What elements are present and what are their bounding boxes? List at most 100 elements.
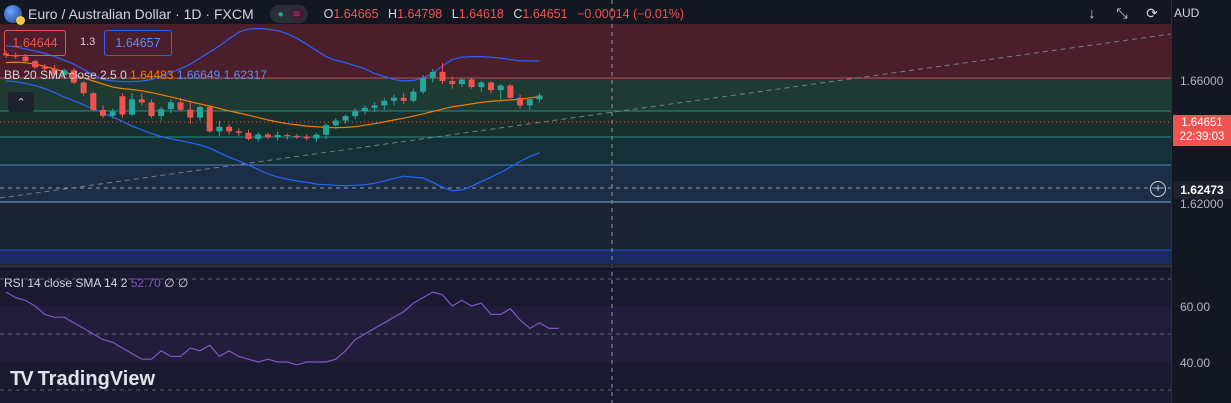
grid-lines [0, 0, 1171, 403]
low-label: L [451, 7, 459, 21]
candle-body [536, 95, 543, 100]
rsi-tick-label: 60.00 [1180, 300, 1211, 314]
add-alert-icon[interactable]: + [1150, 181, 1166, 197]
fib-zone [0, 111, 1171, 137]
price-tick-label: 1.62000 [1180, 197, 1224, 211]
candle-body [429, 71, 436, 78]
market-status[interactable]: ● ≋ [269, 5, 308, 23]
candle-body [177, 102, 184, 110]
candle-body [245, 132, 252, 139]
bb-lower-value: 1.62317 [223, 68, 267, 82]
candle-body [206, 106, 213, 132]
refresh-icon: ⟳ [1146, 4, 1158, 21]
candle-body [371, 105, 378, 108]
trend-line [0, 33, 1171, 199]
price-scale[interactable] [1171, 0, 1231, 403]
chart-canvas[interactable] [0, 0, 1171, 403]
change-value: −0.00014 (−0.01%) [577, 7, 685, 21]
rsi-legend[interactable]: RSI 14 close SMA 14 2 52.70 ∅ ∅ [4, 276, 188, 290]
fib-zone [0, 202, 1171, 250]
current-price: 1.64651 [1181, 117, 1223, 129]
candle-body [458, 79, 465, 85]
chevron-up-icon: ⌃ [16, 96, 26, 109]
bb-basis-value: 1.64483 [130, 68, 174, 82]
price-zones [0, 24, 1171, 403]
rsi-legend-name: RSI 14 close SMA 14 2 [4, 276, 128, 290]
close-value: 1.64651 [522, 7, 568, 21]
arrow-down-icon: ↓ [1088, 5, 1096, 21]
candle-body [264, 134, 271, 138]
symbol-flag-icon[interactable] [4, 5, 25, 25]
candle-body [274, 134, 281, 138]
candle-body [235, 131, 242, 133]
open-value: 1.64665 [333, 7, 379, 21]
ohlc-readout: O1.64665 H1.64798 L1.64618 C1.64651 −0.0… [324, 7, 690, 21]
tradingview-logo[interactable]: TV TradingView [10, 368, 155, 391]
candle-body [119, 96, 126, 115]
symbol-title[interactable]: Euro / Australian Dollar · 1D · FXCM [28, 6, 254, 22]
collapse-button[interactable]: ⤡ [1110, 2, 1134, 24]
rsi-pane [5, 291, 559, 366]
sell-price-button[interactable]: 1.64644 [4, 30, 66, 56]
refresh-button[interactable]: ⟳ [1140, 2, 1164, 24]
candle-body [216, 126, 223, 132]
fib-zone [0, 24, 1171, 78]
candle-body [303, 136, 310, 139]
candle-body [187, 109, 194, 118]
candle-body [526, 99, 533, 106]
candle-body [100, 109, 106, 116]
candle-body [22, 56, 29, 62]
fib-zone [0, 137, 1171, 165]
candle-body [51, 68, 58, 75]
crosshair-price-tag: 1.62473 [1173, 181, 1231, 199]
candle-body [478, 82, 485, 88]
candle-body [400, 97, 407, 101]
currency-label[interactable]: AUD [1174, 6, 1200, 20]
candle-body [80, 82, 87, 94]
candle-body [70, 70, 77, 83]
candle-body [197, 106, 203, 118]
candle-body [342, 116, 349, 121]
candle-body [497, 85, 504, 91]
high-label: H [388, 7, 398, 21]
collapse-legend-button[interactable]: ⌃ [8, 92, 34, 112]
candle-body [449, 81, 456, 85]
candle-body [507, 85, 514, 98]
rsi-line [5, 291, 559, 366]
candle-body [294, 135, 300, 137]
scroll-down-button[interactable]: ↓ [1080, 2, 1104, 24]
market-open-icon: ● [277, 8, 284, 20]
candle-body [167, 102, 174, 110]
chart-header: Euro / Australian Dollar · 1D · FXCM ● ≋… [4, 4, 690, 25]
candle-body [420, 77, 427, 92]
fib-zone [0, 165, 1171, 202]
bb-basis-line [5, 61, 540, 129]
candle-body [517, 97, 524, 106]
low-value: 1.64618 [458, 7, 504, 21]
bb-legend[interactable]: BB 20 SMA close 2.5 0 1.64483 1.66649 1.… [4, 68, 267, 82]
candle-body [32, 61, 39, 68]
candle-body [90, 93, 97, 110]
candle-body [158, 109, 165, 117]
candlestick-series [3, 50, 543, 142]
candle-body [148, 102, 155, 117]
candle-body [439, 71, 446, 81]
candle-body [488, 82, 494, 91]
candle-body [226, 126, 233, 132]
candle-body [391, 97, 397, 101]
close-label: C [513, 7, 523, 21]
rsi-value: 52.70 [130, 276, 161, 290]
candle-body [332, 120, 339, 126]
rsi-extra-1: ∅ [164, 276, 175, 290]
open-label: O [323, 7, 334, 21]
candle-body [361, 107, 368, 112]
candle-body [138, 99, 145, 103]
spread-value: 1.3 [80, 36, 96, 48]
fib-zone [0, 78, 1171, 111]
high-value: 1.64798 [397, 7, 443, 21]
bar-countdown: 22:39:03 [1179, 131, 1225, 143]
buy-price-button[interactable]: 1.64657 [104, 30, 172, 56]
candle-body [313, 134, 320, 139]
candle-body [284, 134, 291, 136]
candle-body [381, 100, 388, 106]
